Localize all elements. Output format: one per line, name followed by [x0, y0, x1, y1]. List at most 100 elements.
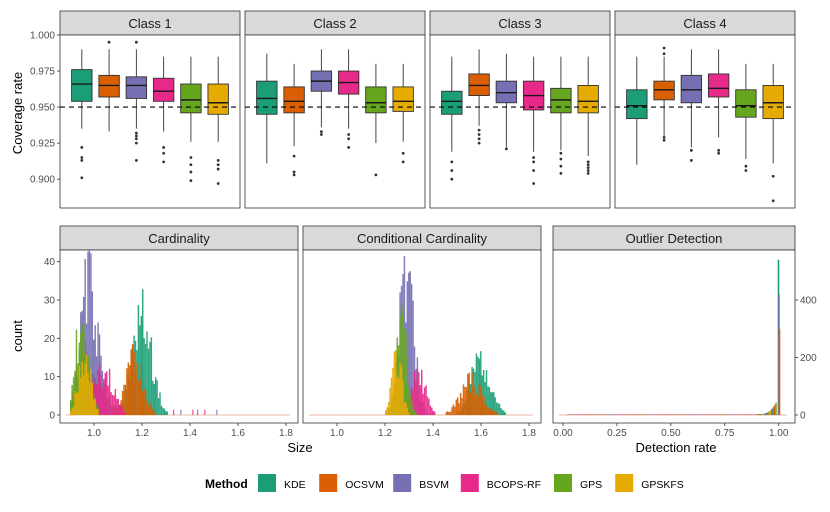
hist-bar-conditional-cardinality-kde-120	[485, 370, 488, 415]
hist-carpet-outlier-detection-23	[599, 414, 601, 415]
hist-carpet-outlier-detection-15	[588, 414, 590, 415]
hist-carpet-outlier-detection-4	[572, 414, 574, 415]
hist-bar-conditional-cardinality-ocsvm-98	[454, 406, 456, 415]
hist-carpet-outlier-detection-75	[672, 414, 674, 415]
box-class-1-kde-outlier-0	[80, 146, 84, 149]
hist-carpet-outlier-detection-133	[753, 414, 755, 415]
hist-bar-cardinality-bsvm-14	[90, 253, 92, 415]
box-class-4-bsvm	[680, 74, 703, 104]
hist-carpet-outlier-detection-41	[624, 414, 626, 415]
hist-carpet-outlier-detection-18	[592, 414, 594, 415]
hist-bar-cardinality-ocsvm-57	[152, 408, 154, 415]
hist-ramp-outlier-detection-10	[771, 408, 773, 415]
hist-bar-conditional-cardinality-gpskfs-66	[408, 412, 410, 415]
box-class-4-ocsvm-outlier-2	[662, 135, 666, 139]
hist-carpet-outlier-detection-37	[619, 414, 621, 415]
hist-bar-conditional-cardinality-bcops-rf-69	[412, 390, 414, 415]
hist-bar-cardinality-kde-56	[150, 337, 153, 415]
hist-bar-conditional-cardinality-ocsvm-94	[448, 412, 450, 415]
hist-carpet-outlier-detection-134	[755, 414, 757, 415]
hist-carpet-outlier-detection-14	[586, 414, 588, 415]
hist-carpet-outlier-detection-80	[679, 414, 681, 415]
hist-carpet-outlier-detection-40	[623, 414, 625, 415]
hist-bar-cardinality-bsvm-19	[97, 322, 99, 415]
hist-strip-title-conditional-cardinality: Conditional Cardinality	[357, 231, 488, 246]
box-class-4-gpskfs-outlier-1	[771, 199, 775, 203]
box-class-1-bcops-rf	[152, 77, 175, 102]
box-strip-title-class-1: Class 1	[128, 16, 171, 31]
box-class-1-bsvm	[125, 76, 148, 99]
hist-bar-cardinality-ocsvm-46	[136, 362, 138, 415]
box-class-1-gps-outlier-3	[189, 179, 193, 183]
detection-rate-x-axis-title: Detection rate	[636, 440, 717, 455]
legend-key-ocsvm	[319, 474, 338, 492]
box-class-3-bcops-rf-outlier-1	[532, 160, 536, 164]
hist-carpet-outlier-detection-76	[673, 414, 675, 415]
box-class-1-bcops-rf-outlier-0	[162, 146, 166, 149]
hist-tail-cardinality-5	[216, 409, 218, 415]
hist-ramp-outlier-detection-4	[762, 413, 765, 415]
box-class-1-ocsvm-outlier-0	[107, 40, 111, 44]
coverage-y-axis-title: Coverage rate	[10, 72, 25, 154]
box-class-4-bcops-rf-outlier-1	[717, 151, 721, 155]
hist-bar-cardinality-gps-1	[71, 384, 73, 415]
hist-bar-conditional-cardinality-ocsvm-113	[475, 393, 478, 415]
hist-bar-conditional-cardinality-gpskfs-54	[390, 377, 393, 415]
box-class-1-bsvm-outlier-5	[134, 40, 138, 44]
hist-bar-conditional-cardinality-ocsvm-106	[465, 387, 468, 415]
box-strip-title-class-4: Class 4	[683, 16, 726, 31]
box-class-1-gpskfs-outlier-3	[216, 182, 220, 185]
hist-carpet-outlier-detection-35	[616, 414, 618, 415]
box-class-1-bsvm-outlier-1	[134, 134, 138, 138]
legend-key-bsvm	[393, 474, 412, 492]
hist-carpet-outlier-detection-69	[664, 414, 666, 415]
hist-carpet-outlier-detection-50	[637, 414, 639, 415]
hist-carpet-outlier-detection-66	[659, 414, 661, 415]
hist-bar-cardinality-kde-47	[137, 305, 140, 415]
hist-bar-cardinality-bcops-rf-36	[121, 406, 124, 415]
hist-carpet-outlier-detection-46	[631, 414, 633, 415]
hist-bar-cardinality-kde-67	[166, 411, 168, 415]
box-class-2-gpskfs	[392, 86, 414, 112]
hist-bar-conditional-cardinality-ocsvm-103	[461, 397, 463, 415]
hist-bar-conditional-cardinality-ocsvm-117	[481, 394, 483, 415]
box-class-4-ocsvm-outlier-3	[662, 138, 666, 142]
hist-bar-conditional-cardinality-bcops-rf-75	[421, 369, 423, 415]
hist-bar-cardinality-kde-55	[149, 341, 151, 415]
hist-carpet-outlier-detection-107	[717, 414, 719, 415]
hist-carpet-outlier-detection-87	[689, 414, 691, 415]
hist-bar-cardinality-ocsvm-39	[126, 368, 128, 415]
hist-bar-conditional-cardinality-gps-61	[400, 303, 403, 415]
hist-bar-cardinality-ocsvm-40	[127, 362, 130, 415]
hist-carpet-outlier-detection-135	[756, 414, 758, 415]
hist-carpet-outlier-detection-19	[593, 414, 595, 415]
hist-bar-cardinality-gpskfs-13	[88, 381, 91, 415]
hist-ramp-outlier-detection-9	[769, 410, 772, 415]
box-class-4-gps	[735, 89, 757, 118]
box-class-3-bsvm	[495, 80, 518, 104]
hist-bar-conditional-cardinality-ocsvm-109	[469, 392, 472, 415]
hist-carpet-outlier-detection-45	[630, 414, 632, 415]
hist-x-tick-label-conditional-cardinality-4: 1.8	[522, 428, 536, 439]
box-class-3-gps-outlier-2	[559, 164, 563, 168]
box-panel-class-3	[429, 34, 611, 209]
hist-bar-conditional-cardinality-gps-70	[413, 410, 416, 415]
hist-carpet-outlier-detection-100	[707, 414, 709, 415]
hist-bar-conditional-cardinality-bcops-rf-81	[429, 405, 432, 415]
box-class-1-bsvm-outlier-3	[134, 141, 138, 145]
hist-bar-cardinality-gpskfs-12	[87, 372, 89, 415]
hist-carpet-outlier-detection-111	[722, 414, 724, 415]
box-class-1-gps-outlier-0	[189, 156, 193, 159]
hist-bar-conditional-cardinality-ocsvm-111	[472, 387, 475, 415]
coverage-y-tick-label-3: 0.975	[30, 67, 55, 78]
hist-ramp-outlier-detection-13	[775, 402, 777, 415]
box-class-1-gpskfs-outlier-1	[216, 163, 220, 167]
hist-carpet-outlier-detection-10	[581, 414, 583, 415]
hist-carpet-outlier-detection-63	[655, 414, 657, 415]
hist-bar-conditional-cardinality-kde-132	[503, 410, 505, 415]
hist-carpet-outlier-detection-86	[687, 414, 689, 415]
hist-bar-conditional-cardinality-ocsvm-93	[446, 411, 449, 415]
count-y-axis-title: count	[10, 320, 25, 352]
hist-bar-conditional-cardinality-gpskfs-57	[395, 350, 397, 415]
box-class-3-ocsvm	[468, 73, 490, 97]
